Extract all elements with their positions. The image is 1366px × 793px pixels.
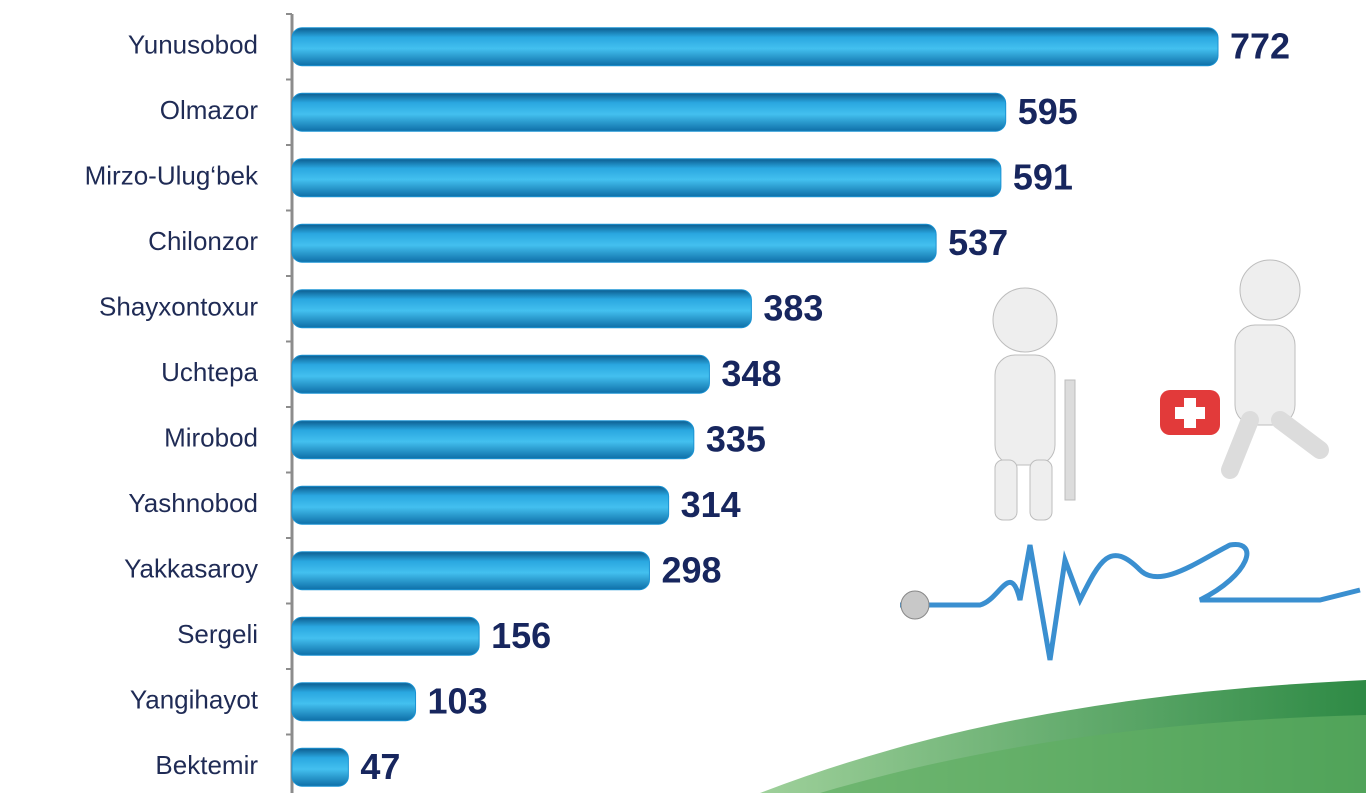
category-label: Sergeli [177,619,258,649]
value-label: 298 [661,549,721,590]
value-label: 103 [428,680,488,721]
category-label: Shayxontoxur [99,292,258,322]
bar [292,224,936,262]
value-label: 383 [763,287,823,328]
bar [292,421,694,459]
bar [292,290,751,328]
value-label: 47 [360,746,400,787]
decor-doctor [993,288,1075,520]
bar [292,486,669,524]
bar [292,617,479,655]
value-label: 772 [1230,25,1290,66]
value-label: 314 [681,484,741,525]
value-label: 595 [1018,91,1078,132]
bar [292,683,416,721]
bar [292,93,1006,131]
page: Yunusobod 772 Olmazor 595 Mirzo-Ulug‘bek 591 C… [0,0,1366,793]
bar [292,159,1001,197]
bar [292,355,709,393]
category-label: Olmazor [160,95,259,125]
category-label: Mirobod [164,423,258,453]
category-label: Mirzo-Ulug‘bek [85,161,259,191]
bar [292,748,348,786]
decor-paramedic [1160,260,1320,470]
category-label: Uchtepa [161,357,258,387]
chart: Yunusobod 772 Olmazor 595 Mirzo-Ulug‘bek 591 C… [0,0,1366,793]
value-label: 591 [1013,156,1073,197]
bar [292,552,649,590]
category-label: Yakkasaroy [124,554,258,584]
decor-heartbeat [900,545,1360,660]
value-label: 156 [491,615,551,656]
category-label: Yashnobod [128,488,258,518]
value-label: 537 [948,222,1008,263]
value-label: 335 [706,418,766,459]
category-label: Chilonzor [148,226,258,256]
category-label: Yunusobod [128,30,258,60]
value-label: 348 [721,353,781,394]
decor-stethoscope [901,591,929,619]
bar [292,28,1218,66]
category-label: Bektemir [155,750,258,780]
category-label: Yangihayot [130,685,259,715]
